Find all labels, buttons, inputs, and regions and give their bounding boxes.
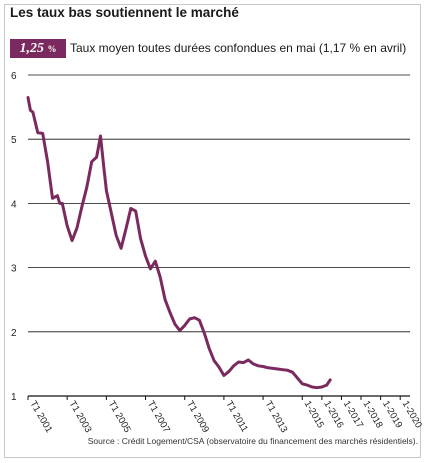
chart-subtitle: Taux moyen toutes durées confondues en m… [70, 41, 407, 55]
y-axis: 1 2 3 4 5 6 [11, 71, 17, 403]
x-tick-label: T1 2011 [223, 399, 250, 434]
badge-value: 1,25 [19, 41, 45, 56]
series-layer [26, 96, 332, 390]
y-tick-label: 2 [11, 328, 17, 339]
y-tick-label: 4 [11, 199, 17, 210]
y-tick-label: 3 [11, 264, 17, 275]
x-tick-label: 1-2020 [400, 399, 424, 430]
x-tick-label: T1 2005 [106, 399, 133, 435]
source-note: Source : Crédit Logement/CSA (observatoi… [87, 436, 418, 446]
x-tick-label: T1 2001 [27, 399, 54, 435]
series-line-0 [26, 96, 332, 390]
badge-unit: % [47, 44, 57, 54]
x-tick-label: T1 2009 [184, 399, 211, 435]
y-tick-label: 1 [11, 392, 17, 403]
y-tick-label: 6 [11, 71, 17, 82]
y-tick-label: 5 [11, 135, 17, 146]
chart-frame [4, 4, 421, 458]
x-tick-label: T1 2003 [67, 399, 94, 435]
grid-layer [28, 74, 410, 397]
chart-title: Les taux bas soutiennent le marché [10, 5, 239, 20]
rate-badge: 1,25 % [10, 39, 66, 58]
x-tick-label: T1 2007 [145, 399, 172, 435]
x-tick-label: T1 2013 [262, 399, 289, 435]
x-axis: T1 2001 T1 2003 T1 2005 T1 2007 T1 2009 T1 20… [27, 396, 424, 435]
